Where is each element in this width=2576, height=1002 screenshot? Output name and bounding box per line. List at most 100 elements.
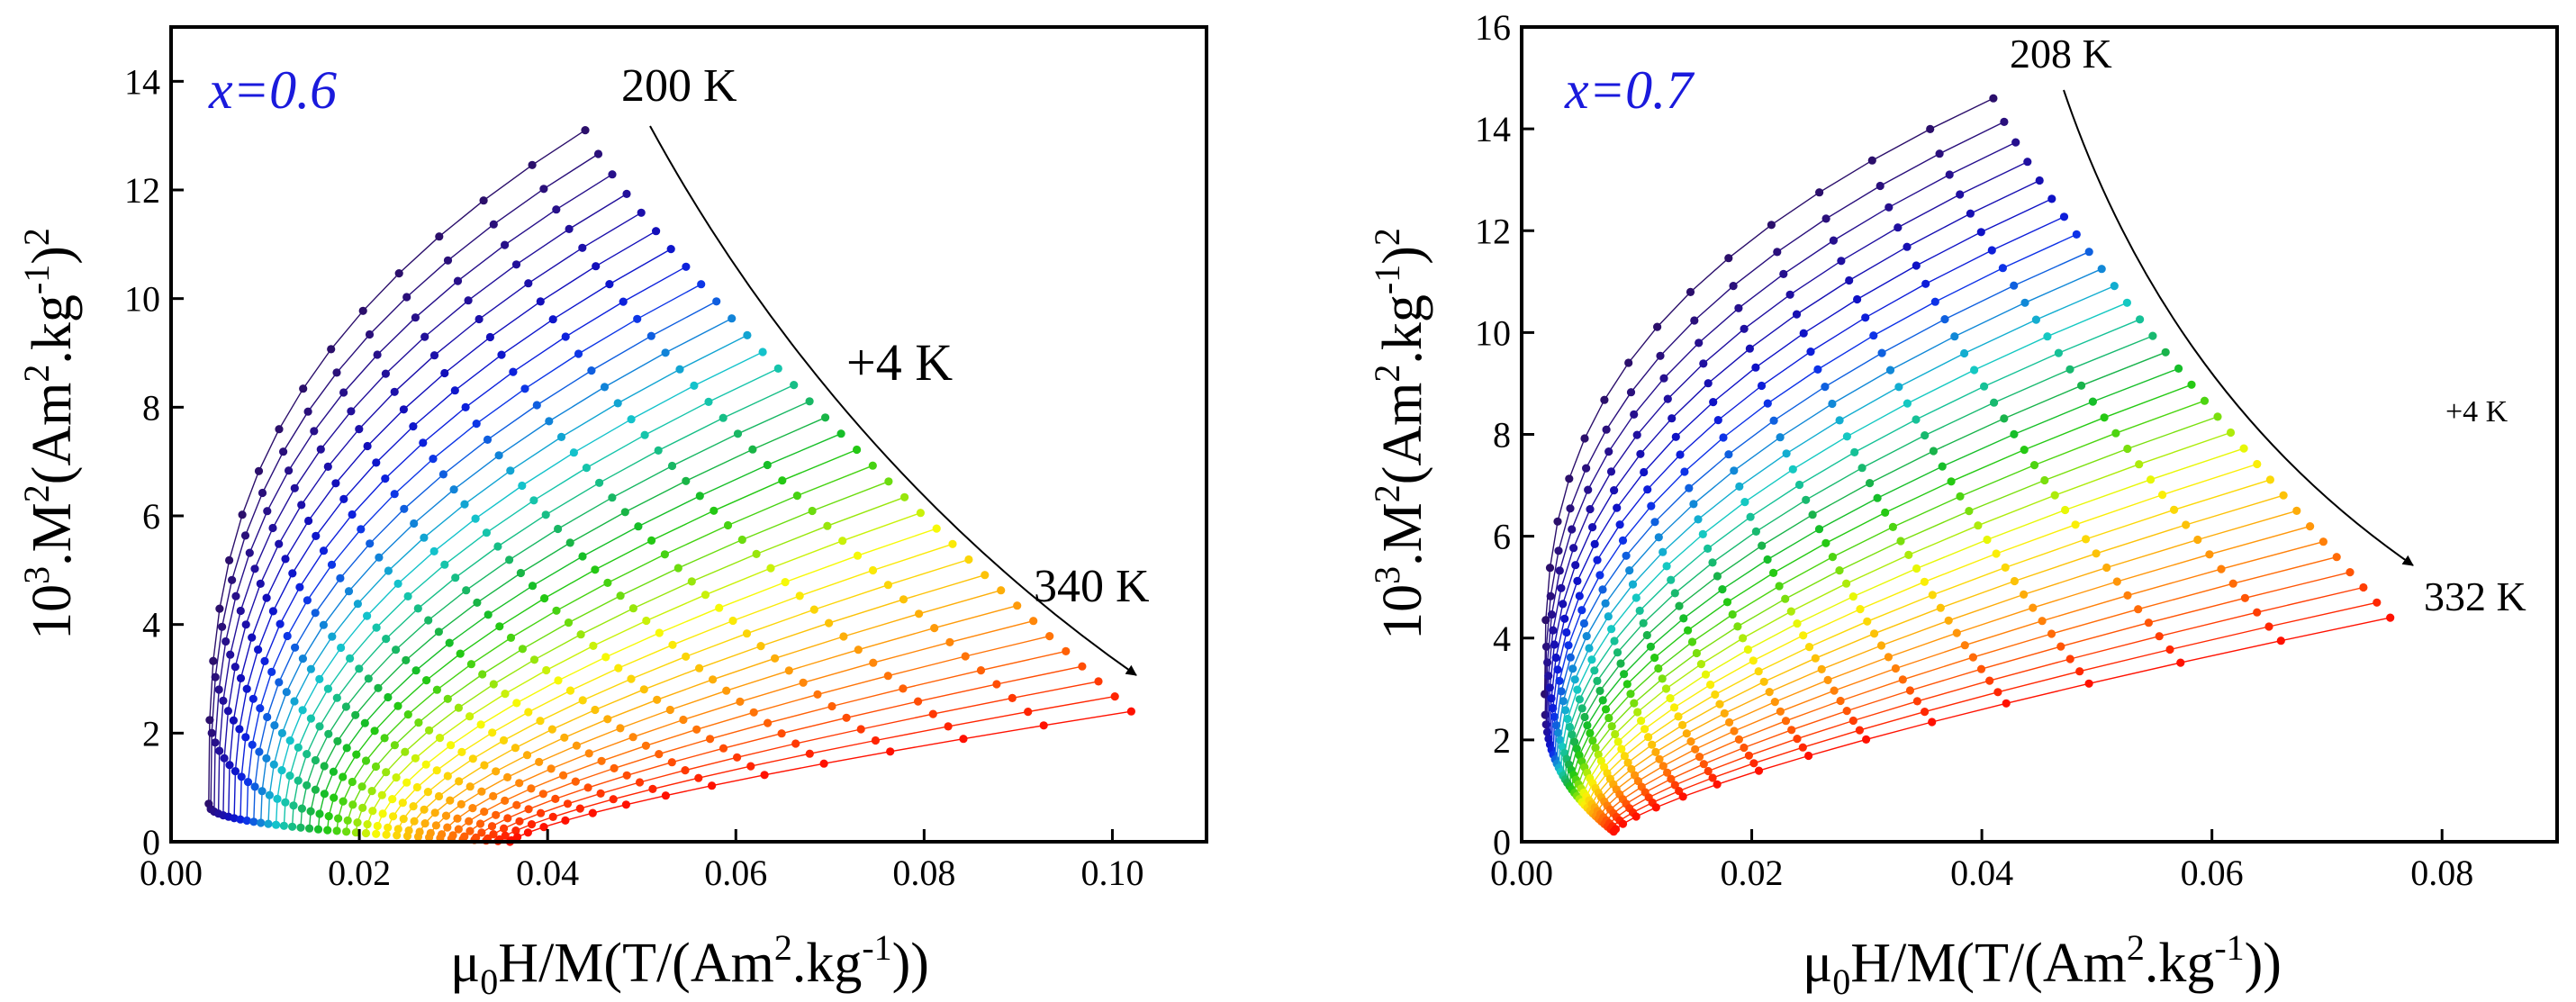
panel-b-point-244K xyxy=(1950,332,1959,341)
panel-b-point-308K xyxy=(2029,603,2038,612)
panel-b-point-212K xyxy=(1773,248,1782,257)
panel-b-point-324K xyxy=(1704,766,1713,776)
panel-a-point-216K xyxy=(323,462,332,472)
panel-b-point-276K xyxy=(1588,736,1597,745)
panel-b-point-300K xyxy=(2092,549,2101,558)
panel-a-point-308K xyxy=(915,609,924,618)
panel-a-point-256K xyxy=(382,635,391,644)
panel-b-point-328K xyxy=(1708,773,1717,782)
panel-a-point-288K xyxy=(368,807,377,816)
panel-b-point-324K xyxy=(2155,632,2164,641)
panel-b-isotherm-248K xyxy=(1558,284,2115,768)
panel-a-point-264K xyxy=(516,568,526,578)
panel-a-point-312K xyxy=(665,705,674,715)
panel-a-point-296K xyxy=(398,799,407,808)
panel-a-point-328K xyxy=(1078,662,1087,671)
panel-b-point-304K xyxy=(2193,535,2202,545)
panel-b-point-260K xyxy=(2065,365,2074,374)
panel-a-point-244K xyxy=(353,600,362,609)
panel-b-point-272K xyxy=(1769,568,1778,578)
panel-b: 0.00 0.02 0.04 0.06 0.08 0 2 4 6 8 10 12 14 16 x=0.7… xyxy=(1367,7,2559,1002)
panel-b-point-280K xyxy=(1658,674,1667,683)
panel-a-point-256K xyxy=(541,510,550,519)
panel-a-point-244K xyxy=(264,819,273,828)
panel-b-point-304K xyxy=(2292,506,2301,516)
panel-a-point-232K xyxy=(242,816,251,826)
panel-b-point-324K xyxy=(2359,582,2368,592)
panel-b-point-320K xyxy=(2144,618,2153,627)
panel-b-point-272K xyxy=(1575,751,1584,760)
panel-a-point-264K xyxy=(473,598,482,608)
panel-b-point-320K xyxy=(1905,686,1914,695)
panel-a-point-300K xyxy=(409,802,418,811)
panel-b-point-328K xyxy=(2373,598,2382,607)
panel-a-point-336K xyxy=(805,749,814,758)
panel-b-point-304K xyxy=(1627,764,1636,773)
panel-b-point-312K xyxy=(2318,537,2327,546)
panel-a-point-204K xyxy=(207,728,216,737)
panel-a-point-216K xyxy=(220,754,229,763)
panel-a-isotherm-296K xyxy=(385,543,954,835)
panel-b-point-212K xyxy=(1602,425,1611,434)
panel-b-point-232K xyxy=(1575,591,1584,600)
panel-b-point-264K xyxy=(1595,686,1604,696)
panel-a-point-276K xyxy=(868,461,877,470)
panel-a-point-328K xyxy=(992,680,1001,689)
panel-b-point-228K xyxy=(1551,653,1560,663)
panel-a-point-320K xyxy=(749,708,758,717)
panel-a-point-288K xyxy=(916,509,925,518)
panel-a-point-260K xyxy=(392,645,401,654)
panel-b-point-212K xyxy=(1690,316,1699,325)
panel-b-isotherm-328K xyxy=(1610,601,2377,830)
panel-a-isotherm-256K xyxy=(291,384,794,827)
panel-a-point-296K xyxy=(795,591,804,600)
panel-a-point-276K xyxy=(361,756,371,765)
panel-a-point-316K xyxy=(515,779,524,788)
panel-b-point-324K xyxy=(1793,735,1802,744)
panel-a-point-268K xyxy=(360,718,369,727)
panel-a-point-232K xyxy=(243,778,253,787)
panel-a-point-268K xyxy=(445,638,454,647)
panel-a-point-264K xyxy=(333,736,342,745)
panel-a-point-268K xyxy=(411,666,420,675)
panel-b-point-212K xyxy=(1876,181,1885,191)
panel-b-point-252K xyxy=(1970,366,1979,375)
panel-b-point-212K xyxy=(1566,504,1575,513)
panel-a-point-336K xyxy=(1024,708,1033,717)
panel-b-point-256K xyxy=(1590,666,1599,675)
panel-a-point-324K xyxy=(460,832,469,841)
panel-a-point-320K xyxy=(559,771,568,780)
panel-b-point-232K xyxy=(1615,520,1624,529)
panel-a-point-264K xyxy=(434,627,443,636)
panel-a-point-304K xyxy=(639,685,648,694)
panel-a-point-204K xyxy=(303,407,312,416)
panel-b-x-tick-label: 0.04 xyxy=(1950,853,2013,893)
panel-a-point-292K xyxy=(781,578,790,587)
panel-a-point-252K xyxy=(773,364,782,373)
panel-b-point-220K xyxy=(1632,430,1641,439)
panel-a-point-296K xyxy=(488,728,497,737)
panel-a-point-220K xyxy=(485,332,495,342)
panel-a-point-232K xyxy=(429,455,438,464)
panel-b-point-212K xyxy=(1626,388,1636,397)
panel-a-point-236K xyxy=(311,609,320,618)
panel-b-point-312K xyxy=(1891,663,1900,673)
panel-a-point-224K xyxy=(605,280,614,289)
panel-a-point-268K xyxy=(634,522,643,531)
panel-a-point-252K xyxy=(346,654,355,663)
panel-b-point-312K xyxy=(1659,762,1668,771)
panel-a-point-260K xyxy=(505,555,514,564)
panel-b-isotherm-220K xyxy=(1546,161,2029,733)
panel-a-point-272K xyxy=(330,793,339,802)
panel-a-point-248K xyxy=(272,820,281,829)
panel-a-point-316K xyxy=(945,637,954,647)
panel-b-point-260K xyxy=(1990,398,1999,407)
panel-a-x-ticks: 0.00 0.02 0.04 0.06 0.08 0.10 xyxy=(140,829,1143,893)
panel-b-point-252K xyxy=(1698,529,1707,539)
panel-b-point-288K xyxy=(1596,756,1605,765)
panel-b-point-236K xyxy=(1577,606,1586,615)
panel-b-point-308K xyxy=(1952,628,1961,637)
panel-a-point-240K xyxy=(410,519,419,528)
panel-a-y-ticks: 0 2 4 6 8 10 12 14 xyxy=(124,61,184,862)
